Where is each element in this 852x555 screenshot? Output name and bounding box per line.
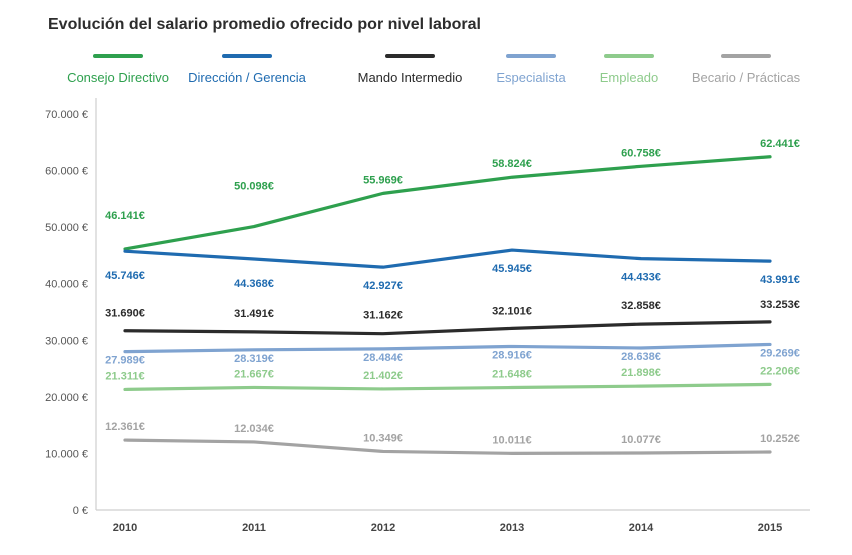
data-label: 22.206€ (760, 365, 800, 377)
data-label: 43.991€ (760, 274, 800, 286)
data-label: 21.648€ (492, 369, 532, 381)
chart-title: Evolución del salario promedio ofrecido … (48, 16, 481, 33)
legend-label: Dirección / Gerencia (188, 70, 306, 85)
y-tick-label: 20.000 € (45, 392, 88, 404)
data-label: 28.638€ (621, 351, 661, 363)
legend-label: Consejo Directivo (67, 70, 169, 85)
data-label: 12.361€ (105, 421, 145, 433)
legend-item: Dirección / Gerencia (167, 54, 327, 87)
data-label: 31.491€ (234, 308, 274, 320)
data-label: 10.252€ (760, 433, 800, 445)
data-label: 58.824€ (492, 158, 532, 170)
x-tick-label: 2015 (758, 522, 782, 534)
y-tick-label: 70.000 € (45, 109, 88, 121)
data-label: 12.034€ (234, 423, 274, 435)
legend-label: Empleado (599, 70, 659, 85)
x-tick-label: 2011 (242, 522, 266, 534)
x-tick-label: 2014 (629, 522, 654, 534)
data-label: 31.162€ (363, 310, 403, 322)
x-tick-label: 2010 (113, 522, 137, 534)
data-label: 44.433€ (621, 272, 661, 284)
data-label: 60.758€ (621, 147, 661, 159)
data-label: 32.101€ (492, 305, 532, 317)
legend-swatch (93, 54, 143, 58)
series-line-5 (123, 438, 772, 455)
series-line-4 (123, 382, 772, 392)
data-label: 28.484€ (363, 352, 403, 364)
data-label: 28.319€ (234, 353, 274, 365)
legend-label: Especialista (496, 70, 566, 85)
data-label: 10.011€ (492, 434, 531, 446)
series-line-2 (123, 320, 772, 336)
y-tick-label: 50.000 € (45, 222, 88, 234)
legend-swatch (385, 54, 435, 58)
legend-swatch (506, 54, 556, 58)
data-label: 62.441€ (760, 138, 800, 150)
y-tick-label: 30.000 € (45, 335, 88, 347)
data-label: 29.269€ (760, 347, 800, 359)
legend-swatch (604, 54, 654, 58)
series-line-0 (123, 155, 772, 251)
data-label: 44.368€ (234, 278, 274, 290)
data-label: 21.898€ (621, 367, 661, 379)
legend-swatch (222, 54, 272, 58)
series-line-3 (123, 342, 772, 354)
data-label: 21.667€ (234, 368, 274, 380)
y-tick-label: 60.000 € (45, 166, 88, 178)
data-label: 21.311€ (105, 370, 144, 382)
y-tick-label: 0 € (73, 505, 88, 517)
data-label: 27.989€ (105, 355, 145, 367)
data-label: 32.858€ (621, 300, 661, 312)
data-label: 55.969€ (363, 174, 403, 186)
data-label: 31.690€ (105, 308, 145, 320)
legend-item: Becario / Prácticas (666, 54, 826, 87)
data-label: 42.927€ (363, 280, 403, 292)
data-label: 45.945€ (492, 263, 532, 275)
data-label: 21.402€ (363, 370, 403, 382)
data-label: 45.746€ (105, 270, 145, 282)
data-label: 33.253€ (760, 299, 800, 311)
y-tick-label: 10.000 € (45, 448, 88, 460)
data-label: 28.916€ (492, 349, 532, 361)
x-tick-label: 2012 (371, 522, 395, 534)
legend-label: Becario / Prácticas (691, 70, 801, 85)
legend-item: Mando Intermedio (330, 54, 490, 87)
legend-item: Empleado (549, 54, 709, 87)
y-tick-label: 40.000 € (45, 279, 88, 291)
legend-swatch (721, 54, 771, 58)
data-label: 50.098€ (234, 181, 274, 193)
data-label: 10.077€ (621, 434, 661, 446)
series-line-1 (123, 248, 772, 269)
legend-item: Consejo Directivo (38, 54, 198, 87)
data-label: 46.141€ (105, 210, 145, 222)
x-tick-label: 2013 (500, 522, 524, 534)
legend-label: Mando Intermedio (357, 70, 463, 85)
data-label: 10.349€ (363, 432, 403, 444)
legend-item: Especialista (451, 54, 611, 87)
